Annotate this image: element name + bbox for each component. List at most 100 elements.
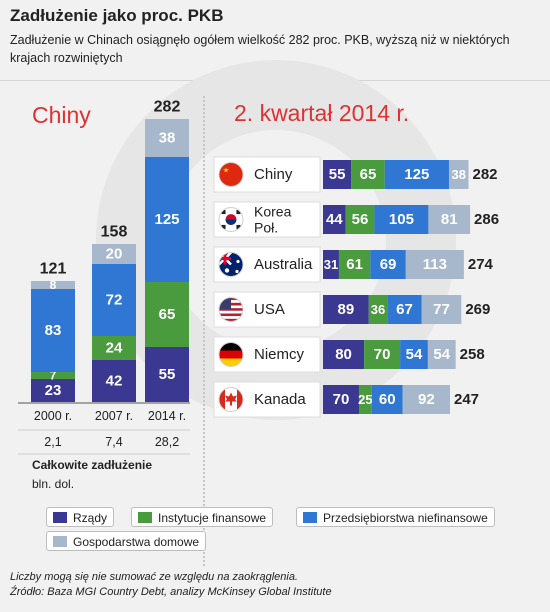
flag-body (219, 252, 243, 277)
right-bar-segment-gospodarstwa (448, 160, 469, 189)
source-note: Źródło: Baza MGI Country Debt, analizy M… (10, 586, 332, 598)
right-bar-total-label: 274 (468, 256, 494, 273)
right-bar-segment-rzady (323, 295, 369, 324)
right-bar-value-label: 69 (380, 256, 397, 273)
flag-stripe-red (219, 350, 243, 359)
right-bar-segment-gospodarstwa (405, 250, 464, 279)
right-bar-value-label: 113 (423, 256, 447, 273)
country-label: USA (254, 301, 285, 318)
left-bar-value-label: 55 (159, 366, 176, 383)
right-bar-value-label: 77 (433, 301, 450, 318)
left-bar-segment-gospodarstwa (31, 281, 75, 289)
country-label: Kanada (254, 391, 306, 408)
flag-border (218, 252, 244, 277)
legend-label: Gospodarstwa domowe (73, 535, 200, 549)
left-bar-value-label: 24 (106, 340, 123, 357)
left-bar-segment-przedsiebiorstwa (31, 289, 75, 372)
flag-body (219, 342, 243, 367)
right-bar-value-label: 80 (335, 346, 352, 363)
right-bar-total-label: 286 (474, 211, 499, 228)
left-bar-value-label: 72 (106, 292, 123, 309)
flag-stripe (219, 310, 243, 314)
left-category-label: 2007 r. (95, 409, 133, 423)
country-label: Chiny (254, 166, 293, 183)
left-category-label: 2000 r. (34, 409, 72, 423)
right-bar-segment-gospodarstwa (428, 205, 471, 234)
left-bar-value-label: 23 (45, 382, 62, 399)
right-bar-segment-rzady (323, 205, 346, 234)
left-bar-value-label: 42 (106, 373, 123, 390)
legend-label: Rządy (73, 511, 108, 525)
flag-border (218, 387, 244, 412)
page-subtitle: Zadłużenie w Chinach osiągnęło ogółem wi… (10, 33, 510, 65)
flag-field (219, 162, 243, 187)
right-bar-segment-rzady (323, 340, 365, 369)
flag-cross-h (219, 257, 231, 260)
left-bar-total-label: 158 (101, 224, 128, 241)
right-bar-segment-rzady (323, 250, 339, 279)
flag-body (219, 162, 243, 187)
right-row-4: USA 89 36 67 77 269 (213, 291, 490, 328)
flag-body (219, 297, 243, 322)
left-bar-1: 237 83 8 (31, 278, 75, 402)
right-row-3: Australia 31 61 69 113 274 (213, 246, 494, 283)
right-bar-segment-gospodarstwa (427, 340, 456, 369)
flag-stripe-black (219, 342, 243, 351)
right-bar-value-label: 61 (346, 256, 363, 273)
flag-maple-leaf (225, 392, 237, 406)
flag-stripe (219, 313, 243, 317)
left-bar-total-label: 282 (154, 99, 181, 116)
left-bar-2: 42 24 72 20 (92, 244, 136, 402)
australia-flag-icon (218, 252, 244, 277)
flag-border (218, 162, 244, 187)
right-bar-value-label: 70 (333, 391, 350, 408)
flag-star (223, 167, 229, 173)
flag-border (218, 342, 244, 367)
right-bar-value-label: 67 (396, 301, 413, 318)
right-bar-segment-przedsiebiorstwa (400, 340, 428, 369)
right-chart-title: 2. kwartał 2014 r. (234, 100, 410, 126)
right-bar-segment-instytucje (351, 160, 385, 189)
right-bar-segment-gospodarstwa (421, 295, 462, 324)
flag-band-left (219, 387, 225, 412)
flag-body (219, 387, 243, 412)
left-bar-3: 55 65 125 38 (145, 119, 189, 402)
right-bar-value-label: 31 (324, 257, 338, 272)
right-bar-segment-instytucje (364, 340, 401, 369)
legend-item-przedsiebiorstwa: Przedsiębiorstwa niefinansowe (296, 507, 495, 527)
right-bar-segment-rzady (323, 385, 359, 414)
legend-item-rzady: Rządy (46, 507, 115, 527)
left-bar-segment-przedsiebiorstwa (92, 264, 136, 336)
legend-label: Przedsiębiorstwa niefinansowe (323, 511, 488, 525)
right-bar-value-label: 38 (452, 167, 466, 182)
right-bar-total-label: 282 (473, 166, 498, 183)
left-bar-total-label: 121 (40, 261, 67, 278)
legend-label: Instytucje finansowe (158, 511, 267, 525)
left-bar-segment-przedsiebiorstwa (145, 157, 189, 282)
chart-separator (203, 96, 205, 566)
left-total-debt-value: 28,2 (155, 435, 179, 449)
right-bar-value-label: 65 (360, 166, 377, 183)
legend-swatch (303, 512, 317, 523)
left-bar-value-label: 65 (159, 306, 176, 323)
country-label: Australia (254, 256, 313, 273)
right-bar-value-label: 36 (371, 302, 385, 317)
flag-border (218, 207, 244, 232)
left-bar-value-label: 125 (154, 211, 179, 228)
left-bar-segment-rzady (145, 347, 189, 402)
right-bar-segment-gospodarstwa (402, 385, 451, 414)
left-bar-segment-instytucje (31, 372, 75, 379)
left-bar-value-label: 8 (50, 278, 57, 292)
right-bar-segment-instytucje (338, 250, 371, 279)
right-bar-segment-przedsiebiorstwa (371, 385, 403, 414)
total-debt-label: Całkowite zadłużenie (32, 458, 153, 472)
right-bar-total-label: 247 (454, 391, 479, 408)
flag-stripe (219, 318, 243, 322)
flag-star (235, 269, 239, 274)
right-bar-value-label: 81 (441, 211, 458, 228)
flag-trigram (221, 210, 226, 215)
right-row-6: Kanada 70 25 60 92 247 (213, 381, 479, 418)
right-bar-total-label: 269 (465, 301, 490, 318)
footnote: Liczby mogą się nie sumować ze względu n… (10, 571, 298, 583)
